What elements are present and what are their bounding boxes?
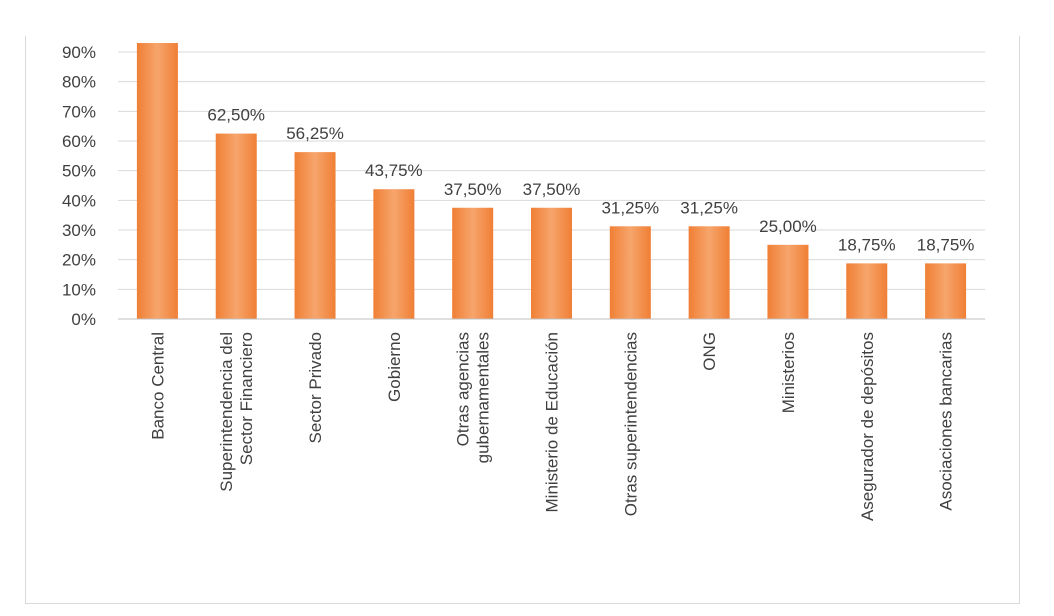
- category-label: Otras agencias gubernamentales: [454, 332, 493, 463]
- data-labels: 62,50% 56,25% 43,75% 37,50% 37,50% 31,25% 31,2…: [207, 106, 974, 255]
- bar: [452, 207, 494, 319]
- category-label-line: Asociaciones bancarias: [937, 332, 956, 511]
- category-label-line: Banco Central: [148, 332, 167, 440]
- category-label-line: Gobierno: [385, 332, 404, 402]
- bar: [688, 226, 730, 319]
- y-tick-label: 20%: [62, 251, 96, 270]
- category-label: Banco Central: [148, 332, 167, 440]
- bar: [531, 207, 572, 319]
- category-label: Sector Privado: [306, 332, 325, 444]
- y-tick-label: 10%: [62, 280, 96, 299]
- category-label: Otras superintendencias: [621, 332, 640, 516]
- bar: [136, 43, 178, 319]
- category-label-line: Ministerio de Educación: [543, 332, 562, 512]
- data-label: 18,75%: [838, 235, 896, 254]
- y-tick-label: 50%: [62, 162, 96, 181]
- y-axis-ticks: 0% 10% 20% 30% 40% 50% 60% 70% 80% 90%: [62, 43, 96, 329]
- y-tick-label: 40%: [62, 191, 96, 210]
- bar: [373, 189, 415, 319]
- category-label: Superintendencia del Sector Financiero: [217, 332, 256, 492]
- category-label-line: Ministerios: [779, 332, 798, 413]
- category-label: Asegurador de depósitos: [858, 332, 877, 521]
- data-label: 62,50%: [207, 106, 265, 125]
- data-label: 31,25%: [680, 198, 738, 217]
- data-label: 31,25%: [601, 198, 659, 217]
- bar: [846, 263, 888, 319]
- data-label: 37,50%: [523, 180, 581, 199]
- bars: [136, 43, 967, 319]
- bar: [925, 263, 967, 319]
- bar: [767, 244, 809, 319]
- y-tick-label: 0%: [71, 310, 96, 329]
- category-label-line: Otras superintendencias: [621, 332, 640, 516]
- y-tick-label: 70%: [62, 102, 96, 121]
- bar: [215, 133, 257, 319]
- category-label: Ministerio de Educación: [543, 332, 562, 512]
- category-labels: Banco Central Superintendencia del Sector …: [148, 332, 955, 521]
- category-label-line: ONG: [700, 332, 719, 371]
- chart-frame: [25, 36, 1020, 604]
- y-tick-label: 60%: [62, 132, 96, 151]
- category-label: Asociaciones bancarias: [937, 332, 956, 511]
- data-label: 18,75%: [917, 235, 975, 254]
- data-label: 37,50%: [444, 180, 502, 199]
- category-label-line: Otras agencias: [454, 332, 473, 446]
- y-tick-label: 90%: [62, 43, 96, 62]
- data-label: 56,25%: [286, 124, 344, 143]
- category-label-line: Asegurador de depósitos: [858, 332, 877, 521]
- category-label-line: Sector Financiero: [237, 332, 256, 465]
- category-label: Ministerios: [779, 332, 798, 413]
- data-label: 25,00%: [759, 217, 817, 236]
- category-label-line: Sector Privado: [306, 332, 325, 444]
- data-label: 43,75%: [365, 161, 423, 180]
- y-tick-label: 80%: [62, 73, 96, 92]
- bar: [609, 226, 651, 319]
- y-tick-label: 30%: [62, 221, 96, 240]
- category-label: Gobierno: [385, 332, 404, 402]
- gridlines: [118, 51, 985, 290]
- category-label-line: Superintendencia del: [217, 332, 236, 492]
- category-label: ONG: [700, 332, 719, 371]
- category-label-line: gubernamentales: [474, 332, 493, 463]
- bar: [294, 152, 336, 319]
